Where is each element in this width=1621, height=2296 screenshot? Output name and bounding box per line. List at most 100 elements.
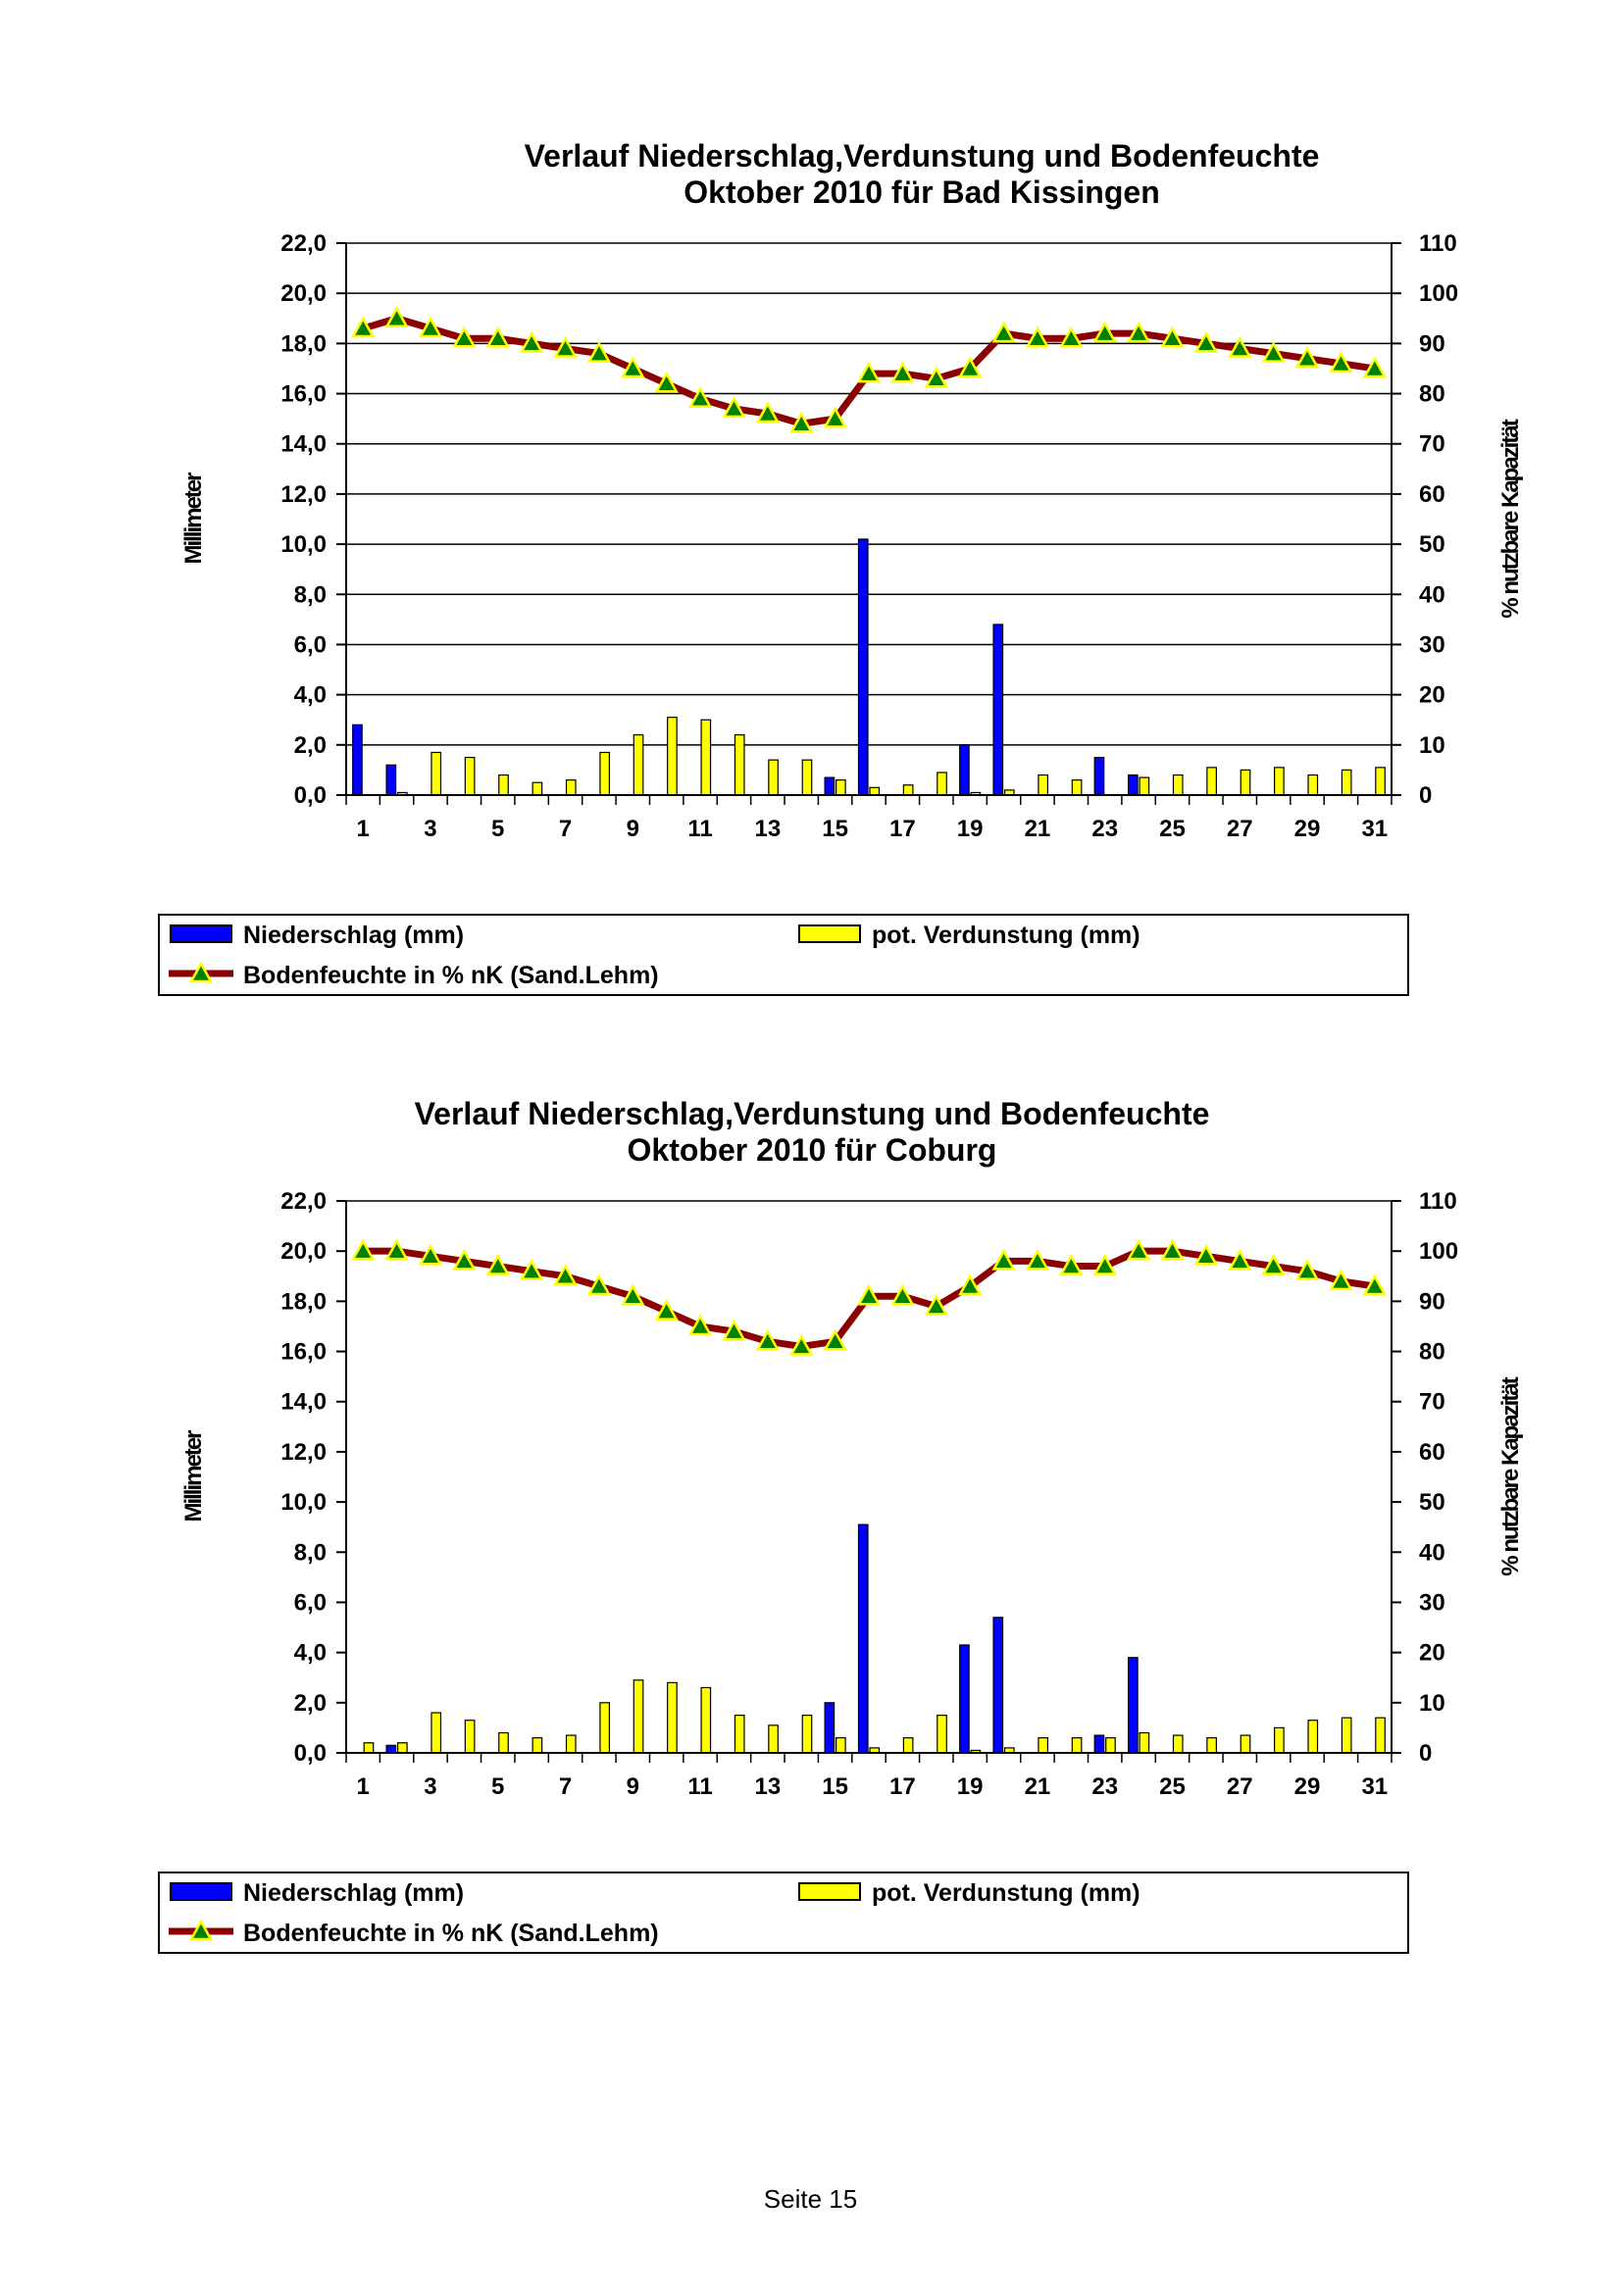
- bar-niederschlag: [992, 624, 1004, 796]
- point-bodenfeuchte: [687, 386, 713, 408]
- point-bodenfeuchte: [1329, 1269, 1353, 1291]
- point-bodenfeuchte: [789, 411, 814, 433]
- y2-tick-label: 20: [1419, 682, 1445, 709]
- bar-verdunstung: [1172, 1734, 1184, 1754]
- bar-verdunstung: [1375, 767, 1386, 796]
- bar-verdunstung: [937, 1715, 947, 1754]
- bar-verdunstung: [431, 1712, 442, 1754]
- legend-label-verdunstung: pot. Verdunstung (mm): [872, 1879, 1140, 1907]
- x-tick-label: 21: [1025, 1773, 1051, 1800]
- y2-tick-label: 70: [1419, 1389, 1445, 1416]
- legend-label-niederschlag: Niederschlag (mm): [243, 922, 464, 949]
- y-tick-label: 10,0: [280, 531, 327, 558]
- point-bodenfeuchte: [722, 396, 746, 419]
- bar-verdunstung: [734, 733, 745, 796]
- bar-verdunstung: [1341, 1717, 1352, 1754]
- bar-niederschlag: [824, 1702, 836, 1754]
- y-axis-title: Millimeter: [180, 1430, 207, 1522]
- point-bodenfeuchte: [553, 1264, 578, 1286]
- x-tick-label: 19: [957, 1773, 984, 1800]
- point-bodenfeuchte: [958, 1273, 983, 1296]
- y2-tick-label: 90: [1419, 330, 1445, 357]
- point-bodenfeuchte: [856, 1283, 882, 1306]
- x-tick-label: 23: [1091, 1773, 1118, 1800]
- x-tick-label: 15: [822, 1773, 848, 1800]
- x-tick-label: 17: [889, 816, 916, 842]
- bar-verdunstung: [700, 1686, 712, 1754]
- point-bodenfeuchte: [1126, 321, 1151, 343]
- point-bodenfeuchte: [1193, 1243, 1218, 1266]
- y-axis-title: Millimeter: [180, 473, 207, 565]
- point-bodenfeuchte: [452, 325, 477, 348]
- point-bodenfeuchte: [823, 1328, 847, 1351]
- point-bodenfeuchte: [1228, 335, 1252, 358]
- x-tick-label: 23: [1091, 816, 1118, 842]
- y-tick-label: 16,0: [280, 1339, 327, 1366]
- x-tick-label: 27: [1227, 1773, 1253, 1800]
- x-tick-label: 13: [754, 1773, 781, 1800]
- x-tick-label: 9: [627, 816, 639, 842]
- point-bodenfeuchte: [1059, 1253, 1084, 1275]
- y-tick-label: 18,0: [280, 330, 327, 357]
- bar-verdunstung: [1206, 1737, 1217, 1754]
- bar-verdunstung: [667, 717, 678, 796]
- y-tick-label: 6,0: [294, 631, 327, 658]
- legend-label-bodenfeuchte: Bodenfeuchte in % nK (Sand.Lehm): [243, 1920, 659, 1947]
- y2-tick-label: 90: [1419, 1288, 1445, 1315]
- point-bodenfeuchte: [1294, 1259, 1320, 1280]
- point-bodenfeuchte: [890, 361, 915, 383]
- bar-verdunstung: [768, 759, 779, 796]
- bar-verdunstung: [1105, 1737, 1116, 1754]
- bar-verdunstung: [1375, 1717, 1386, 1754]
- bar-verdunstung: [1274, 1726, 1285, 1754]
- point-bodenfeuchte: [418, 1243, 443, 1266]
- bar-niederschlag: [1127, 1657, 1139, 1754]
- chart-title: Verlauf Niederschlag,Verdunstung und Bod…: [525, 138, 1320, 174]
- legend-box: [158, 1872, 1409, 1954]
- bar-verdunstung: [700, 719, 712, 796]
- bar-verdunstung: [1307, 774, 1319, 796]
- point-bodenfeuchte: [1261, 341, 1286, 363]
- y2-axis-title: % nutzbare Kapazität: [1497, 1376, 1524, 1575]
- point-bodenfeuchte: [755, 1328, 780, 1351]
- bar-verdunstung: [836, 1737, 846, 1754]
- point-bodenfeuchte: [687, 1314, 713, 1336]
- legend-label-niederschlag: Niederschlag (mm): [243, 1879, 464, 1907]
- point-bodenfeuchte: [586, 1273, 612, 1296]
- y-tick-label: 4,0: [294, 1640, 327, 1667]
- bar-verdunstung: [902, 784, 914, 796]
- x-tick-label: 1: [357, 816, 370, 842]
- y2-tick-label: 0: [1419, 782, 1432, 809]
- bar-verdunstung: [1038, 774, 1049, 796]
- bar-verdunstung: [599, 751, 611, 796]
- y-tick-label: 18,0: [280, 1288, 327, 1315]
- point-bodenfeuchte: [755, 401, 780, 424]
- point-bodenfeuchte: [654, 371, 679, 393]
- point-bodenfeuchte: [485, 325, 510, 348]
- y2-axis-title: % nutzbare Kapazität: [1497, 419, 1524, 618]
- y2-tick-label: 110: [1419, 1188, 1457, 1215]
- bar-niederschlag: [1093, 757, 1105, 796]
- y2-tick-label: 80: [1419, 381, 1445, 408]
- y-tick-label: 14,0: [280, 431, 327, 458]
- point-bodenfeuchte: [1261, 1253, 1286, 1275]
- bar-verdunstung: [464, 757, 476, 796]
- point-bodenfeuchte: [1092, 321, 1117, 343]
- y-tick-label: 8,0: [294, 581, 327, 608]
- legend-swatch-niederschlag: [170, 924, 232, 943]
- y-tick-label: 6,0: [294, 1589, 327, 1616]
- point-bodenfeuchte: [520, 330, 544, 353]
- bar-verdunstung: [565, 1734, 577, 1754]
- bar-verdunstung: [937, 772, 947, 796]
- x-tick-label: 13: [754, 816, 781, 842]
- point-bodenfeuchte: [1092, 1253, 1117, 1275]
- legend-swatch-verdunstung: [798, 924, 861, 943]
- point-bodenfeuchte: [1228, 1248, 1252, 1271]
- point-bodenfeuchte: [520, 1259, 544, 1280]
- bar-verdunstung: [768, 1724, 779, 1754]
- point-bodenfeuchte: [485, 1253, 510, 1275]
- bar-verdunstung: [396, 1742, 408, 1754]
- bar-niederschlag: [959, 744, 970, 796]
- legend-swatch-bodenfeuchte-marker: [188, 1919, 214, 1941]
